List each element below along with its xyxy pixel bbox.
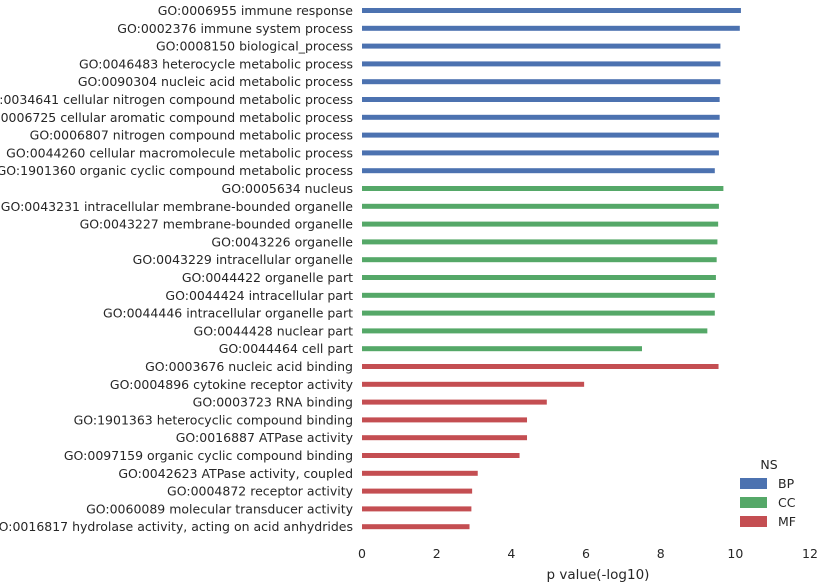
bar [362, 399, 547, 405]
legend-swatch [740, 497, 767, 508]
bar [362, 292, 715, 298]
category-label: GO:0034641 cellular nitrogen compound me… [0, 92, 353, 107]
legend-swatch [740, 478, 767, 489]
bar [362, 506, 472, 512]
category-label: GO:1901363 heterocyclic compound binding [74, 412, 353, 427]
category-label: GO:0044446 intracellular organelle part [103, 306, 353, 321]
category-label: GO:0006955 immune response [158, 3, 354, 18]
bar [362, 79, 721, 85]
bar [362, 43, 721, 49]
category-label: GO:0004872 receptor activity [167, 484, 354, 499]
bar [362, 61, 721, 67]
x-axis: 0 2 4 6 8 10 12 p value(-log10) [358, 546, 818, 583]
legend-entries: BP CC MF [740, 476, 796, 529]
category-label: GO:0005634 nucleus [222, 181, 353, 196]
x-tick-label: 12 [802, 546, 818, 561]
category-label: GO:0090304 nucleic acid metabolic proces… [78, 74, 353, 89]
category-label: GO:0002376 immune system process [117, 21, 353, 36]
x-tick-labels: 0 2 4 6 8 10 12 [358, 546, 818, 561]
bar [362, 150, 719, 156]
category-label: GO:0044464 cell part [219, 341, 353, 356]
legend-label: BP [778, 476, 795, 491]
category-label: GO:0044260 cellular macromolecule metabo… [6, 145, 353, 160]
x-tick-label: 8 [657, 546, 665, 561]
bar [362, 435, 528, 441]
x-axis-title: p value(-log10) [547, 567, 650, 583]
category-label: GO:0060089 molecular transducer activity [86, 501, 354, 516]
category-label: GO:0043226 organelle [211, 234, 353, 249]
legend-label: MF [778, 514, 796, 529]
category-label: GO:0044424 intracellular part [165, 288, 353, 303]
category-label: GO:0006807 nitrogen compound metabolic p… [30, 128, 353, 143]
bar [362, 275, 716, 280]
bar [362, 8, 741, 13]
bar [362, 168, 715, 174]
category-label: GO:0016887 ATPase activity [176, 430, 354, 445]
bar [362, 114, 720, 120]
x-tick-label: 4 [507, 546, 515, 561]
category-label: GO:0004896 cytokine receptor activity [110, 377, 354, 392]
category-label: GO:0042623 ATPase activity, coupled [118, 466, 353, 481]
bars-layer [362, 8, 741, 530]
category-label: GO:0043231 intracellular membrane-bounde… [1, 199, 354, 214]
bar [362, 346, 642, 352]
x-tick-label: 2 [433, 546, 441, 561]
category-label: GO:0003723 RNA binding [193, 395, 353, 410]
x-tick-label: 0 [358, 546, 366, 561]
legend-swatch [740, 516, 767, 527]
category-label: GO:0043227 membrane-bounded organelle [80, 217, 354, 232]
bar [362, 97, 720, 102]
legend-label: CC [778, 495, 796, 510]
bar [362, 470, 478, 476]
category-label: GO:0043229 intracellular organelle [133, 252, 354, 267]
category-label: GO:0008150 biological_process [156, 39, 353, 54]
x-tick-label: 10 [727, 546, 743, 561]
bar [362, 239, 718, 245]
bar [362, 203, 719, 209]
bar [362, 310, 715, 316]
bar [362, 417, 528, 423]
bar [362, 25, 740, 31]
category-label: GO:0044428 nuclear part [194, 323, 354, 338]
category-label: GO:1901360 organic cyclic compound metab… [0, 163, 353, 178]
bar [362, 381, 585, 387]
bar [362, 221, 719, 227]
bar [362, 328, 708, 334]
category-label: GO:0016817 hydrolase activity, acting on… [0, 519, 353, 534]
category-label: GO:0097159 organic cyclic compound bindi… [64, 448, 353, 463]
category-label: GO:0046483 heterocycle metabolic process [79, 56, 353, 71]
bar [362, 186, 724, 191]
x-tick-label: 6 [582, 546, 590, 561]
bar [362, 453, 520, 458]
bar [362, 364, 719, 369]
bar [362, 488, 473, 494]
category-label: GO:0006725 cellular aromatic compound me… [0, 110, 353, 125]
category-label: GO:0003676 nucleic acid binding [145, 359, 353, 374]
legend: NS BP CC MF [740, 457, 796, 529]
legend-title: NS [760, 457, 777, 472]
bar [362, 257, 717, 263]
bar [362, 524, 470, 530]
category-label: GO:0044422 organelle part [182, 270, 353, 285]
bar [362, 132, 719, 138]
category-labels: GO:0006955 immune response GO:0002376 imm… [0, 3, 354, 534]
